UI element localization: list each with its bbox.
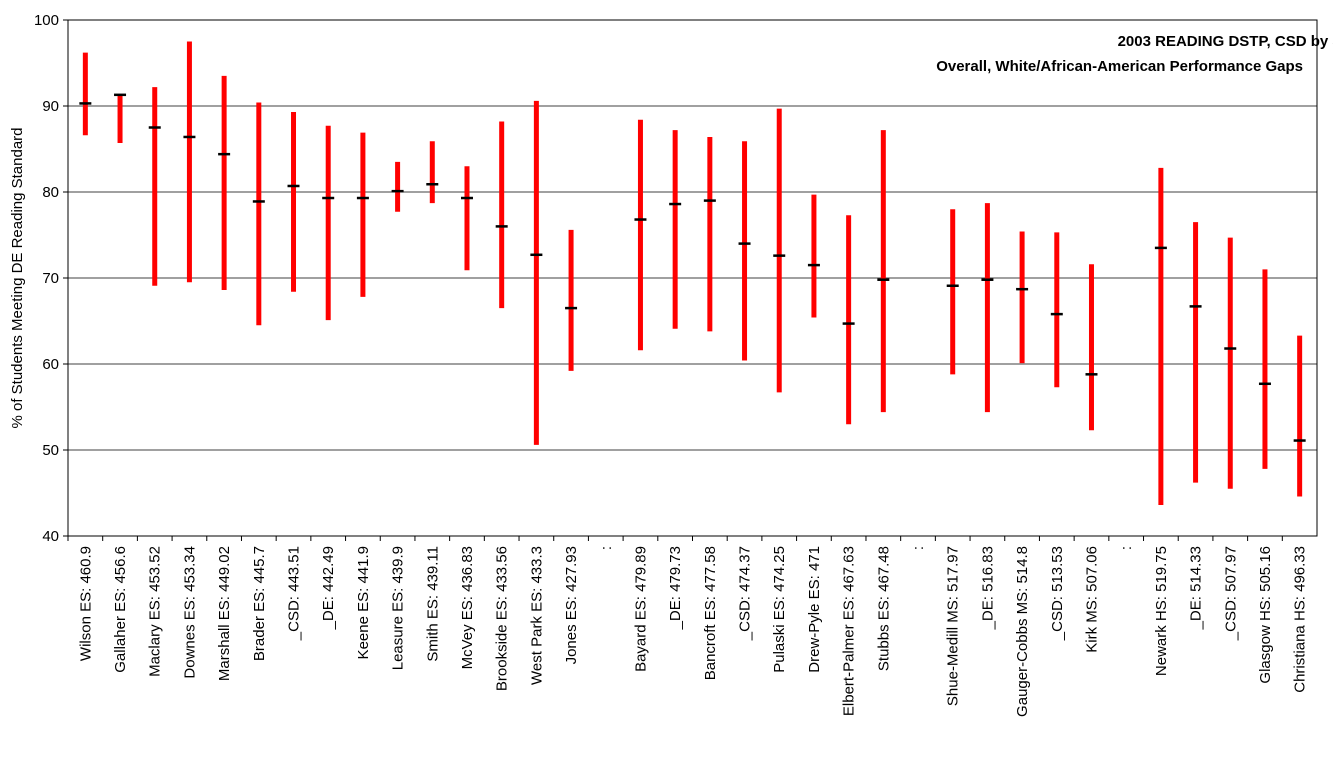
x-tick-label: Newark HS: 519.75 [1153,546,1170,676]
x-tick-label: _DE: 516.83 [979,546,996,630]
x-tick-label: Glasgow HS: 505.16 [1257,546,1274,684]
x-tick-label: : [598,546,615,550]
y-tick-label: 100 [34,12,59,29]
x-tick-label: Brader ES: 445.7 [251,546,268,661]
y-tick-label: 80 [42,184,59,201]
x-tick-label: Brookside ES: 433.56 [494,546,511,691]
x-tick-label: Gallaher ES: 456.6 [112,546,129,673]
x-tick-label: Bancroft ES: 477.58 [702,546,719,680]
y-tick-label: 90 [42,98,59,115]
x-tick-label: McVey ES: 436.83 [459,546,476,669]
x-tick-label: Elbert-Palmer ES: 467.63 [841,546,858,716]
x-tick-label: Downes ES: 453.34 [181,546,198,679]
x-tick-label: Drew-Pyle ES: 471 [806,546,823,673]
chart-title: 2003 READING DSTP, CSD by School [1118,33,1333,50]
x-tick-label: _CSD: 474.37 [737,546,754,641]
x-tick-label: Pulaski ES: 474.25 [771,546,788,673]
y-tick-label: 60 [42,356,59,373]
y-axis-title: % of Students Meeting DE Reading Standar… [9,127,26,428]
x-tick-label: Smith ES: 439.11 [424,546,441,662]
x-tick-label: _CSD: 513.53 [1049,546,1066,641]
x-tick-label: Keene ES: 441.9 [355,546,372,659]
x-tick-label: _DE: 479.73 [667,546,684,630]
x-tick-label: Jones ES: 427.93 [563,546,580,664]
x-tick-label: Christiana HS: 496.33 [1292,546,1309,693]
x-tick-label: Kirk MS: 507.06 [1083,546,1100,653]
x-tick-label: Marshall ES: 449.02 [216,546,233,681]
x-tick-label: : [910,546,927,550]
x-tick-label: West Park ES: 433.3 [528,546,545,685]
y-tick-label: 50 [42,442,59,459]
x-tick-label: Maclary ES: 453.52 [147,546,164,677]
y-tick-label: 70 [42,270,59,287]
x-tick-label: Wilson ES: 460.9 [77,546,94,661]
x-tick-label: Stubbs ES: 467.48 [875,546,892,671]
x-tick-label: _CSD: 443.51 [286,546,303,641]
x-tick-label: Bayard ES: 479.89 [632,546,649,672]
y-tick-label: 40 [42,528,59,545]
x-tick-label: Leasure ES: 439.9 [390,546,407,670]
x-tick-label: Shue-Medill MS: 517.97 [945,546,962,706]
chart-subtitle: Overall, White/African-American Performa… [936,58,1303,75]
x-tick-label: Gauger-Cobbs MS: 514.8 [1014,546,1031,717]
x-tick-label: _DE: 442.49 [320,546,337,630]
x-tick-label: : [1118,546,1135,550]
x-tick-label: _CSD: 507.97 [1222,546,1239,641]
x-tick-label: _DE: 514.33 [1188,546,1205,630]
